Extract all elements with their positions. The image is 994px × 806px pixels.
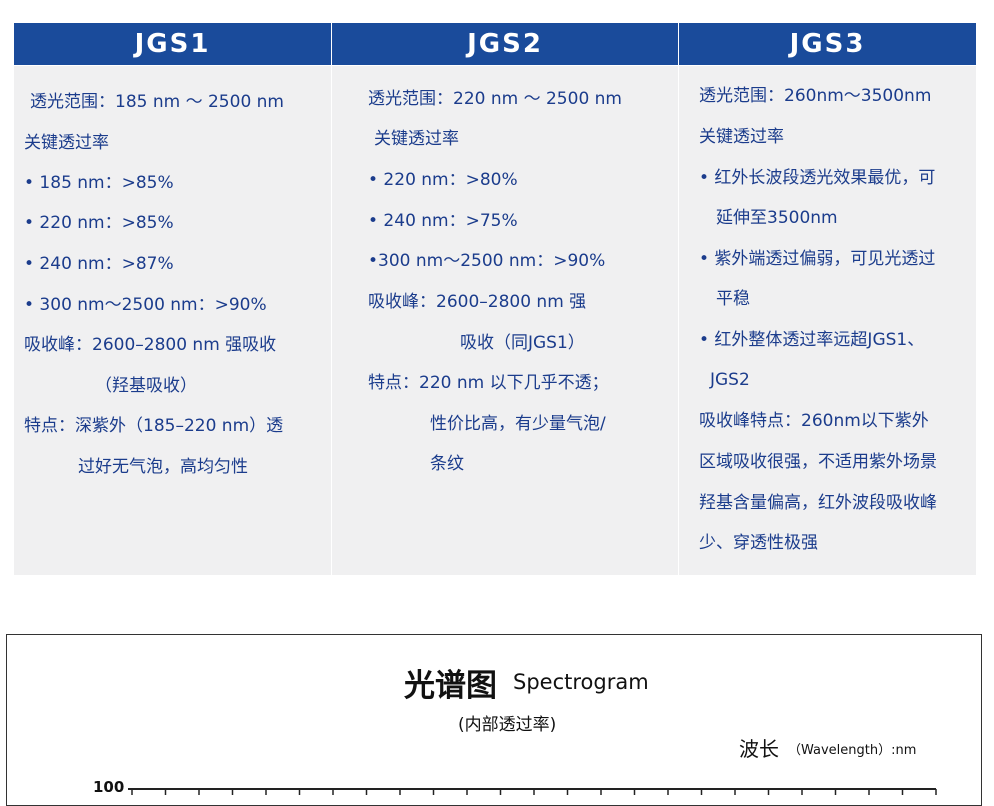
column-body — [332, 66, 678, 575]
cell-line: • 220 nm：>85% — [24, 213, 174, 233]
column-header: JGS2 — [332, 23, 678, 65]
cell-line: 关键透过率 — [24, 133, 109, 153]
cell-line: •300 nm～2500 nm：>90% — [368, 251, 606, 271]
cell-line: 特点：220 nm 以下几乎不透； — [368, 373, 609, 393]
cell-line: 吸收峰：2600–2800 nm 强 — [368, 292, 587, 312]
column-header: JGS1 — [14, 23, 331, 65]
cell-line: 透光范围：220 nm ～ 2500 nm — [368, 89, 622, 109]
cell-line: 特点：深紫外（185–220 nm）透 — [24, 416, 284, 436]
cell-line: 吸收峰特点：260nm以下紫外 — [699, 411, 929, 431]
cell-line: 性价比高，有少量气泡/ — [430, 414, 606, 434]
cell-line: • 240 nm：>87% — [24, 254, 174, 274]
cell-line: • 红外长波段透光效果最优，可 — [699, 168, 936, 188]
cell-line: • 240 nm：>75% — [368, 211, 518, 231]
spectrogram-title-en: Spectrogram — [513, 670, 649, 694]
cell-line: 平稳 — [716, 289, 750, 309]
cell-line: 条纹 — [430, 454, 464, 474]
column-body — [14, 66, 331, 575]
spectrogram-subtitle: (内部透过率) — [458, 715, 557, 735]
y-tick-label: 100 — [93, 778, 125, 796]
cell-line: • 紫外端透过偏弱，可见光透过 — [699, 249, 936, 269]
cell-line: 少、穿透性极强 — [699, 533, 818, 553]
cell-line: 过好无气泡，高均匀性 — [78, 457, 248, 477]
cell-line: • 185 nm：>85% — [24, 173, 174, 193]
cell-line: 关键透过率 — [374, 129, 459, 149]
column-body — [679, 66, 976, 575]
cell-line: 关键透过率 — [699, 127, 784, 147]
cell-line: （羟基吸收） — [95, 376, 197, 396]
cell-line: • 红外整体透过率远超JGS1、 — [699, 330, 925, 350]
cell-line: 透光范围：260nm～3500nm — [699, 86, 932, 106]
cell-line: 吸收峰：2600–2800 nm 强吸收 — [24, 335, 277, 355]
cell-line: 区域吸收很强，不适用紫外场景 — [699, 452, 937, 472]
spectrogram-title: 光谱图 — [404, 668, 497, 704]
spectrogram-grid — [128, 788, 937, 795]
axis-label-en: （Wavelength）:nm — [788, 743, 917, 758]
cell-line: 羟基含量偏高，红外波段吸收峰 — [699, 493, 937, 513]
cell-line: • 300 nm～2500 nm：>90% — [24, 295, 267, 315]
axis-label: 波长 — [739, 737, 779, 761]
cell-line: 透光范围：185 nm ～ 2500 nm — [30, 92, 284, 112]
cell-line: 延伸至3500nm — [716, 208, 838, 228]
cell-line: JGS2 — [710, 370, 750, 390]
column-header: JGS3 — [679, 23, 976, 65]
cell-line: 吸收（同JGS1） — [460, 333, 585, 353]
cell-line: • 220 nm：>80% — [368, 170, 518, 190]
